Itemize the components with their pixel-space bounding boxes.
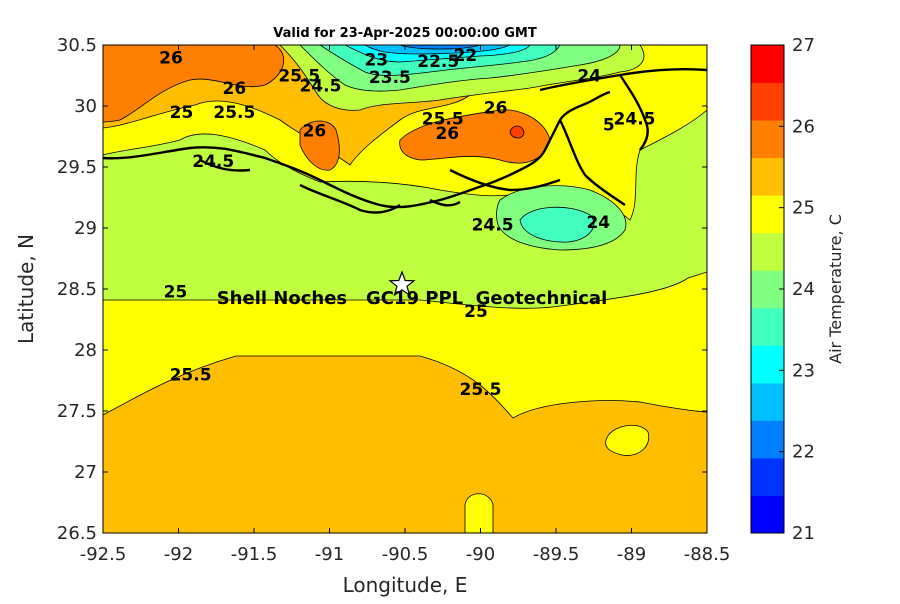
y-tick-label: 30.5 xyxy=(57,35,97,56)
x-tick-label: -91.5 xyxy=(231,544,278,565)
site-label: Shell Noches GC19 PPL Geotechnical xyxy=(217,288,608,309)
y-tick-label: 27 xyxy=(74,462,97,483)
x-tick-label: -91 xyxy=(315,544,344,565)
colorbar-swatch xyxy=(751,82,784,121)
temperature-field xyxy=(103,45,707,533)
band-23.5-east xyxy=(519,206,595,243)
colorbar-swatch xyxy=(751,457,784,496)
x-tick-label: -90 xyxy=(466,544,495,565)
plot-title: Valid for 23-Apr-2025 00:00:00 GMT xyxy=(273,26,537,41)
y-tick-label: 28.5 xyxy=(57,279,97,300)
coastline xyxy=(103,68,707,214)
colorbar-tick-label: 21 xyxy=(792,523,815,544)
colorbar-tick-label: 26 xyxy=(792,116,815,137)
island-south-2 xyxy=(464,493,494,533)
colorbar-tick-label: 22 xyxy=(792,442,815,463)
y-tick-label: 26.5 xyxy=(57,523,97,544)
x-tick-label: -89.5 xyxy=(533,544,580,565)
y-tick-label: 28 xyxy=(74,340,97,361)
contour-label: 25 xyxy=(170,103,194,123)
contour-label: 5 xyxy=(603,115,615,135)
contour-label: 26 xyxy=(435,124,459,144)
contour-label: 25.5 xyxy=(460,380,502,400)
contour-label: 23 xyxy=(364,51,388,71)
star-icon xyxy=(388,270,416,297)
band-22.5-north xyxy=(364,45,511,55)
y-tick-label: 27.5 xyxy=(57,401,97,422)
contour-label: 23.5 xyxy=(369,68,411,88)
band-26-northwest xyxy=(103,45,285,123)
contour-label: 22 xyxy=(454,46,478,66)
y-tick-label: 29.5 xyxy=(57,157,97,178)
colorbar-swatch xyxy=(751,420,784,459)
colorbar-tick-label: 24 xyxy=(792,279,815,300)
contour-label: 24 xyxy=(586,213,610,233)
contour-label: 25.5 xyxy=(213,103,255,123)
band-25.5-orange xyxy=(103,355,707,533)
site-marker: Shell Noches GC19 PPL Geotechnical xyxy=(217,270,608,309)
y-axis-ticks: 30.5 30 29.5 29 28.5 28 27.5 27 26.5 xyxy=(57,35,707,544)
band-26.5-delta xyxy=(509,125,525,139)
contour-label: 26 xyxy=(303,122,327,142)
contour-label: 26 xyxy=(223,79,247,99)
colorbar-swatch xyxy=(751,495,784,534)
contour-label: 26 xyxy=(159,48,183,68)
x-tick-label: -92.5 xyxy=(80,544,127,565)
contour-label: 24.5 xyxy=(472,215,514,235)
colorbar: 21 22 23 24 25 26 27 xyxy=(750,35,815,544)
colorbar-swatch xyxy=(751,307,784,346)
contour-label: 24.5 xyxy=(192,152,234,172)
contour-label: 25.5 xyxy=(278,67,320,87)
y-axis-label: Latitude, N xyxy=(14,234,38,344)
band-22-north xyxy=(399,45,481,50)
x-tick-label: -92 xyxy=(164,544,193,565)
colorbar-swatch xyxy=(751,45,784,84)
colorbar-swatch xyxy=(751,232,784,271)
colorbar-swatch xyxy=(751,382,784,421)
contour-label: 22.5 xyxy=(417,52,459,72)
x-tick-label: -89 xyxy=(617,544,646,565)
contour-label: 25 xyxy=(464,302,488,322)
band-26-center xyxy=(299,120,340,171)
colorbar-swatch xyxy=(751,157,784,196)
y-tick-label: 29 xyxy=(74,218,97,239)
colorbar-label: Air Temperature, C xyxy=(826,214,845,364)
x-axis-ticks: -92.5 -92 -91.5 -91 -90.5 -90 -89.5 -89 -88.5 xyxy=(80,45,731,565)
colorbar-tick-label: 27 xyxy=(792,35,815,56)
colorbar-tick-label: 23 xyxy=(792,360,815,381)
contour-label: 25.5 xyxy=(170,366,212,386)
colorbar-swatch xyxy=(751,270,784,309)
contour-label: 24 xyxy=(577,67,601,87)
colorbar-swatch xyxy=(751,345,784,384)
island-south-1 xyxy=(605,424,650,456)
x-tick-label: -88.5 xyxy=(684,544,731,565)
contour-label: 25 xyxy=(164,283,188,303)
colorbar-tick-label: 25 xyxy=(792,198,815,219)
colorbar-swatch xyxy=(751,195,784,234)
contour-label: 24.5 xyxy=(299,76,341,96)
contour-label: 25.5 xyxy=(422,109,464,129)
x-tick-label: -90.5 xyxy=(382,544,429,565)
contour-label: 26 xyxy=(484,98,508,118)
contour-label: 24.5 xyxy=(614,109,656,129)
x-axis-label: Longitude, E xyxy=(343,573,468,597)
colorbar-swatch xyxy=(751,120,784,159)
y-tick-label: 30 xyxy=(74,96,97,117)
